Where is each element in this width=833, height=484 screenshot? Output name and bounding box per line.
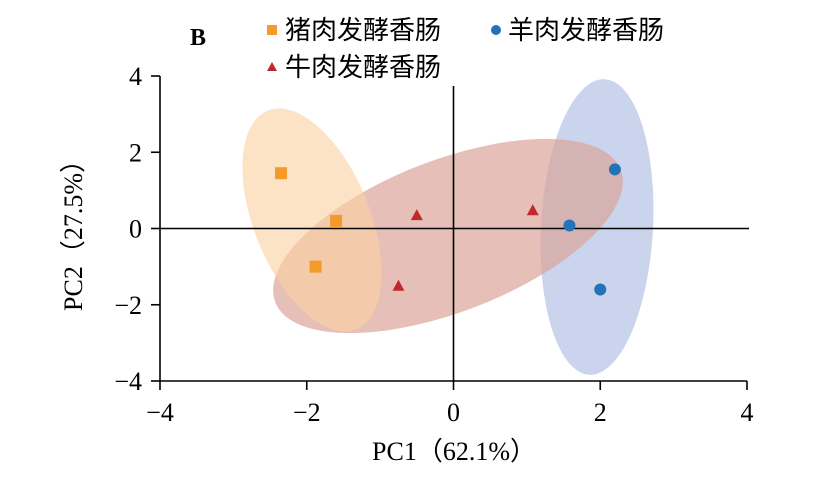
point-pork <box>330 214 343 227</box>
point-lamb <box>608 163 621 176</box>
point-lamb <box>594 283 607 296</box>
x-tick-label: 0 <box>447 398 460 427</box>
ellipse-pork <box>242 108 382 332</box>
data-points <box>275 163 621 296</box>
x-tick-label: −2 <box>293 398 321 427</box>
panel-label: B <box>190 25 206 51</box>
axes: −4 −2 0 2 4 4 2 0 −2 −4 <box>114 62 753 427</box>
y-tick-label: −4 <box>114 367 142 396</box>
legend-item-pork: 猪肉发酵香肠 <box>267 16 441 46</box>
y-tick-label: 4 <box>129 62 142 91</box>
x-axis-title: PC1（62.1%） <box>372 437 536 466</box>
legend-label: 羊肉发酵香肠 <box>508 16 664 46</box>
point-beef <box>526 204 539 216</box>
point-beef <box>410 209 423 221</box>
legend-marker <box>267 25 277 35</box>
legend-label: 猪肉发酵香肠 <box>285 16 441 46</box>
y-axis-title: PC2（27.5%） <box>59 147 88 311</box>
x-tick-label: −4 <box>146 398 174 427</box>
point-lamb <box>563 219 576 232</box>
y-tick-label: 2 <box>129 138 142 167</box>
y-tick-label: −2 <box>114 291 142 320</box>
legend-marker <box>491 25 501 35</box>
point-pork <box>275 167 288 180</box>
legend-item-lamb: 羊肉发酵香肠 <box>491 16 664 46</box>
legend-item-beef: 牛肉发酵香肠 <box>267 53 441 83</box>
point-beef <box>392 279 405 291</box>
x-tick-label: 4 <box>741 398 754 427</box>
x-tick-label: 2 <box>594 398 607 427</box>
legend-label: 牛肉发酵香肠 <box>285 53 441 83</box>
point-pork <box>309 260 322 273</box>
legend-marker <box>267 62 277 71</box>
confidence-ellipses <box>242 79 654 375</box>
y-tick-label: 0 <box>129 215 142 244</box>
